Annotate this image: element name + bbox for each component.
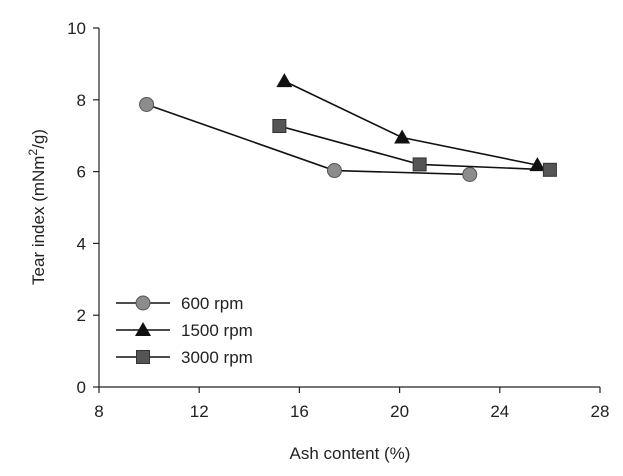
y-tick-label: 4 [77,234,86,253]
data-point [394,129,411,144]
legend-entry: 3000 rpm [116,348,253,367]
plot-area [98,28,600,388]
x-tick-label: 24 [490,402,509,421]
legend-entry: 1500 rpm [116,321,253,340]
y-tick-label: 8 [77,91,86,110]
y-axis-label-superscript: 2 [26,149,40,156]
series-line [284,80,538,166]
x-tick-label: 16 [290,402,309,421]
legend-entry: 600 rpm [116,294,243,313]
data-point [139,96,155,112]
y-tick-label: 10 [67,19,86,38]
y-tick-label: 0 [77,378,86,397]
x-tick-label: 20 [390,402,409,421]
x-axis-label: Ash content (%) [290,444,411,463]
y-axis-label: Tear index (mNm2/g) [26,129,48,285]
series-0 [139,96,478,182]
legend-marker [135,322,151,336]
x-tick-label: 12 [190,402,209,421]
data-point [412,157,427,172]
legend-label: 3000 rpm [181,348,253,367]
y-axis-label-main: Tear index (mNm [29,156,48,285]
data-point [326,163,342,179]
x-tick-label: 8 [94,402,103,421]
y-tick-label: 6 [77,163,86,182]
legend-marker [136,350,150,364]
series-1 [276,73,546,172]
data-point [462,166,478,182]
legend-label: 600 rpm [181,294,243,313]
y-tick-label: 2 [77,306,86,325]
legend: 600 rpm 1500 rpm 3000 rpm [116,294,253,367]
legend-marker [135,295,151,311]
series-2 [272,119,557,177]
legend-label: 1500 rpm [181,321,253,340]
data-point [542,162,557,177]
data-point [276,73,293,88]
series-layer [139,73,557,182]
y-axis-label-tail: /g) [29,129,48,149]
x-tick-label: 28 [591,402,610,421]
data-point [272,119,287,134]
data-point [529,157,546,172]
